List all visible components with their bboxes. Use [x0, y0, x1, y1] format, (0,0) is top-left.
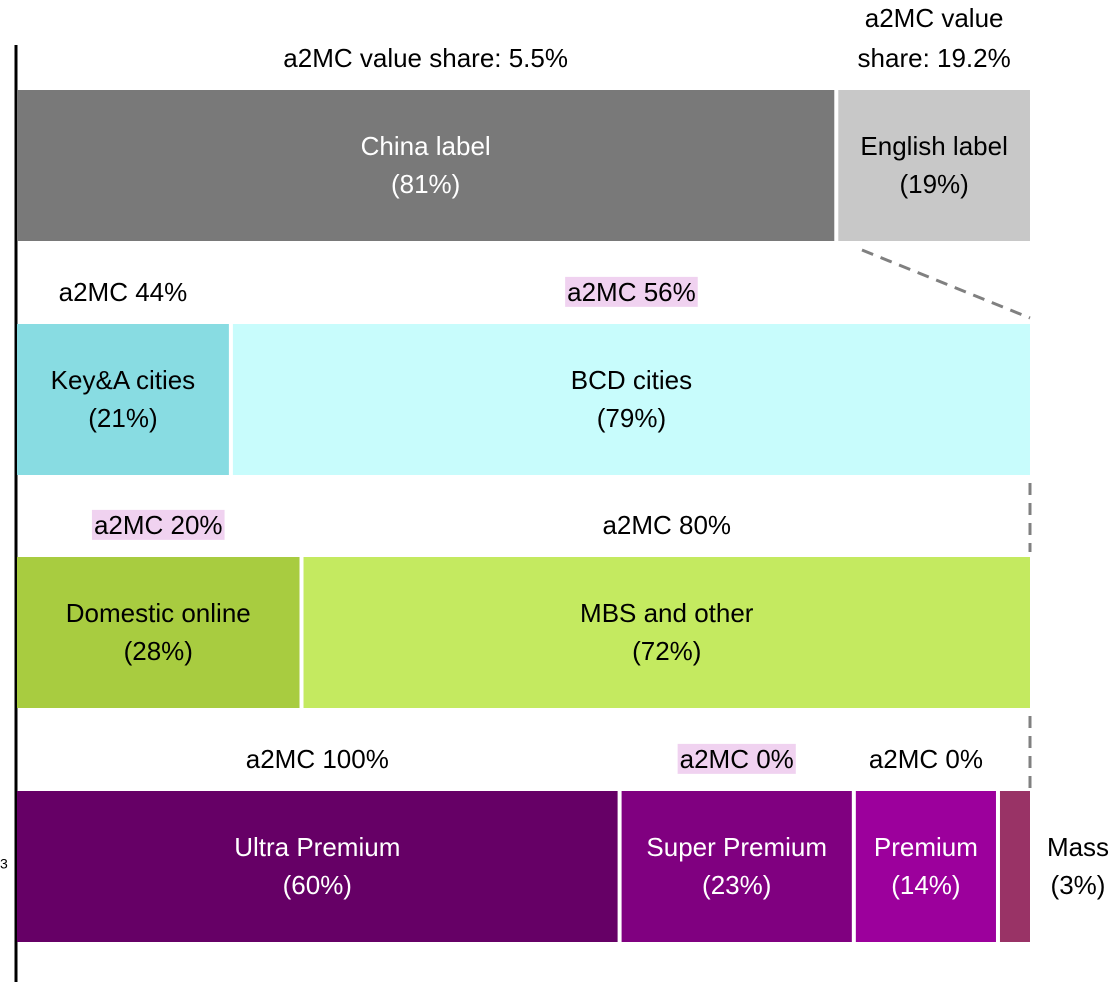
annotation-highlight — [565, 276, 698, 307]
segment — [303, 557, 1030, 708]
annotation: a2MC 100% — [246, 744, 389, 774]
segment-share: (79%) — [597, 403, 666, 433]
connectors — [861, 248, 1032, 790]
segment-share: (3%) — [1051, 870, 1106, 900]
annotation: a2MC 80% — [602, 510, 731, 540]
segment-label: China label — [361, 131, 491, 161]
annotation: a2MC value share: 5.5% — [283, 43, 568, 73]
segment — [999, 791, 1030, 942]
segment — [855, 791, 996, 942]
segment-label: Ultra Premium — [234, 832, 400, 862]
segment-label: Super Premium — [646, 832, 827, 862]
annotation: a2MC 0% — [680, 744, 794, 774]
annotation: a2MC value — [865, 3, 1004, 33]
annotation: a2MC 56% — [567, 277, 696, 307]
segment — [621, 791, 852, 942]
annotation: a2MC 20% — [94, 510, 223, 540]
segment-label: Key&A cities — [51, 365, 196, 395]
segment — [838, 90, 1030, 241]
segment-share: (21%) — [88, 403, 157, 433]
annotation-highlight — [91, 509, 225, 540]
segment — [17, 791, 618, 942]
segment-label: Domestic online — [66, 598, 251, 628]
left-label: 3 — [0, 856, 8, 872]
segment-label: Premium — [874, 832, 978, 862]
annotation-highlight — [677, 743, 796, 774]
segment — [17, 324, 229, 475]
annotation: a2MC 44% — [59, 277, 188, 307]
segment — [17, 557, 300, 708]
segment-label: English label — [860, 131, 1007, 161]
segment-label: BCD cities — [571, 365, 692, 395]
segment — [232, 324, 1030, 475]
segment-share: (81%) — [391, 169, 460, 199]
segment-share: (60%) — [283, 870, 352, 900]
segment-share: (19%) — [899, 169, 968, 199]
annotation: a2MC 0% — [869, 744, 983, 774]
segment-share: (14%) — [891, 870, 960, 900]
segment-label: MBS and other — [580, 598, 754, 628]
segment — [17, 90, 835, 241]
segment-share: (28%) — [124, 636, 193, 666]
annotation: share: 19.2% — [858, 43, 1011, 73]
segment-share: (23%) — [702, 870, 771, 900]
segment-share: (72%) — [632, 636, 701, 666]
segment-label: Mass — [1047, 832, 1109, 862]
connector — [861, 248, 1031, 320]
